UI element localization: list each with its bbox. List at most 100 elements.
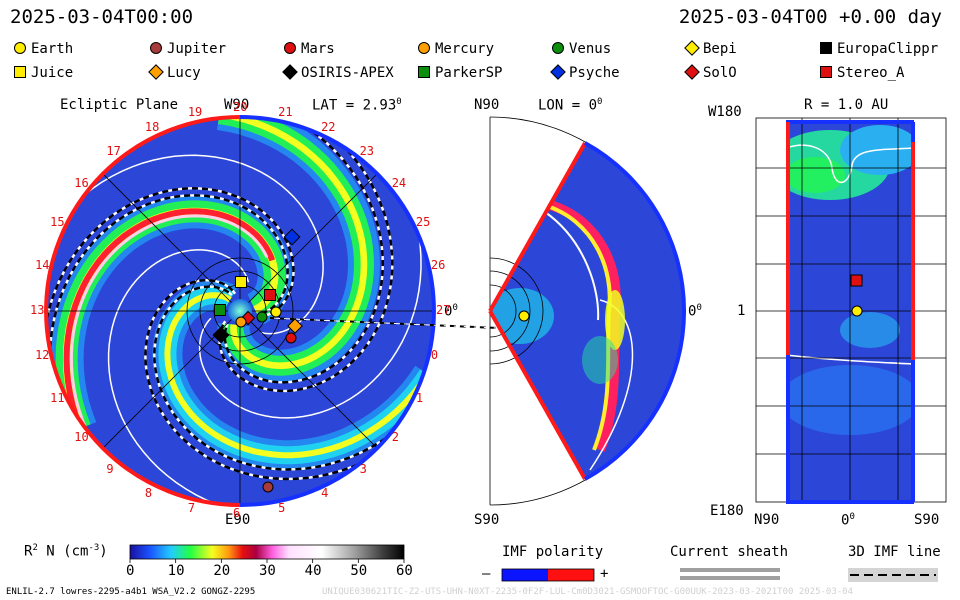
circle-symbol-icon [552, 42, 564, 54]
ecliptic-right-label: 00 [444, 303, 458, 320]
carrington-label: 3 [359, 461, 367, 476]
radial-r-label: R = 1.0 AU [804, 97, 889, 113]
marker-stereo-a [264, 289, 276, 301]
carrington-label: 11 [50, 391, 65, 406]
marker-venus [256, 311, 268, 323]
legend-item-label: Lucy [167, 65, 201, 81]
legend-item-europaclippr: EuropaClippr [818, 40, 938, 57]
carrington-label: 25 [415, 214, 431, 229]
meridional-right-label: 00 [688, 303, 702, 320]
imf-line-label: 3D IMF line [848, 544, 941, 560]
legend-item-label: Psyche [569, 65, 620, 81]
imf-line-swatch [848, 568, 938, 582]
imf-minus-sign: – [482, 566, 491, 582]
legend-item-mars: Mars [282, 40, 335, 57]
carrington-label: 2 [391, 429, 399, 444]
carrington-label: 21 [278, 105, 293, 120]
carrington-label: 8 [144, 485, 153, 500]
circle-symbol-icon [418, 42, 430, 54]
legend-item-bepi: Bepi [684, 40, 737, 57]
carrington-label: 12 [35, 348, 50, 363]
carrington-label: 20 [233, 100, 248, 114]
marker-jupiter [262, 481, 274, 493]
ecliptic-top-label: W90 [224, 97, 250, 113]
legend-item-lucy: Lucy [148, 64, 201, 81]
marker-psyche [283, 228, 301, 246]
ecliptic-lat-label: LAT = 2.930 [312, 97, 402, 114]
legend-item-label: SolO [703, 65, 737, 81]
diamond-symbol-icon [550, 64, 566, 80]
radial-x-right-label: S90 [914, 512, 940, 528]
carrington-label: 7 [187, 500, 196, 515]
legend-item-stereo-a: Stereo_A [818, 64, 904, 81]
carrington-label: 4 [321, 485, 329, 500]
carrington-label: 1 [415, 391, 424, 406]
circle-symbol-icon [284, 42, 296, 54]
legend-item-solo: SolO [684, 64, 737, 81]
circle-symbol-icon [150, 42, 162, 54]
legend-item-jupiter: Jupiter [148, 40, 226, 57]
carrington-label: 13 [30, 303, 45, 317]
carrington-label: 24 [391, 176, 407, 191]
meridional-bottom-label: S90 [474, 512, 500, 528]
legend-item-venus: Venus [550, 40, 611, 57]
radial-top-left-label: W180 [708, 104, 742, 120]
carrington-label: 26 [430, 257, 446, 272]
diamond-symbol-icon [282, 64, 298, 80]
meridional-top-label: N90 [474, 97, 500, 113]
timestamp-right: 2025-03-04T00 +0.00 day [678, 6, 942, 28]
colorbar-tick: 60 [396, 563, 413, 579]
legend-item-label: Earth [31, 41, 74, 57]
legend-item-juice: Juice [12, 64, 73, 81]
diamond-symbol-icon [684, 64, 700, 80]
legend-item-label: Bepi [703, 41, 737, 57]
legend-item-label: Venus [569, 41, 612, 57]
marker-lucy [287, 318, 303, 334]
legend-item-parkersp: ParkerSP [416, 64, 502, 81]
legend-item-mercury: Mercury [416, 40, 494, 57]
timestamp-left: 2025-03-04T00:00 [10, 6, 194, 28]
imf-polarity-bar [501, 568, 595, 582]
carrington-label: 22 [321, 120, 336, 135]
colorbar-tick: 40 [304, 563, 322, 579]
legend-item-osiris-apex: OSIRIS-APEX [282, 64, 394, 81]
carrington-label: 6 [233, 506, 241, 520]
meridional-lon-label: LON = 00 [538, 97, 603, 114]
carrington-label: 23 [359, 144, 375, 159]
meridional-panel [488, 116, 687, 506]
marker-mars [285, 332, 297, 344]
colorbar-tick: 50 [350, 563, 368, 579]
radial-bottom-left-label: E180 [710, 503, 744, 519]
ecliptic-panel [44, 115, 521, 507]
legend-item-label: Jupiter [167, 41, 227, 57]
carrington-label: 16 [74, 176, 89, 191]
marker-mercury [235, 316, 247, 328]
square-symbol-icon [14, 66, 26, 78]
marker-parkersp [214, 304, 226, 316]
carrington-label: 14 [35, 257, 50, 272]
carrington-label: 17 [106, 144, 121, 159]
carrington-label: 18 [144, 120, 160, 135]
run-info: UNIQUE030621TIC-Z2-UTS-UHN-N0XT-2235-0F2… [322, 587, 854, 597]
ecliptic-title: Ecliptic Plane [60, 97, 179, 113]
colorbar-tick: 30 [259, 563, 276, 579]
carrington-label: 5 [278, 500, 286, 515]
current-sheath-swatch [680, 568, 780, 580]
radial-x-left-label: N90 [754, 512, 780, 528]
legend-item-label: Mars [301, 41, 335, 57]
legend-item-label: ParkerSP [435, 65, 503, 81]
marker-juice [235, 276, 247, 288]
radial-panel [755, 117, 947, 504]
square-symbol-icon [820, 42, 832, 54]
carrington-label: 9 [106, 461, 114, 476]
carrington-label: 15 [50, 214, 65, 229]
carrington-label: 0 [430, 348, 439, 363]
diamond-symbol-icon [684, 40, 700, 56]
radial-x-mid-label: 00 [841, 512, 855, 529]
legend-item-label: Stereo_A [837, 65, 905, 81]
square-symbol-icon [820, 66, 832, 78]
colorbar-label: R2 N (cm-3) [24, 543, 108, 560]
imf-polarity-label: IMF polarity [502, 544, 604, 560]
carrington-label: 19 [187, 105, 203, 120]
